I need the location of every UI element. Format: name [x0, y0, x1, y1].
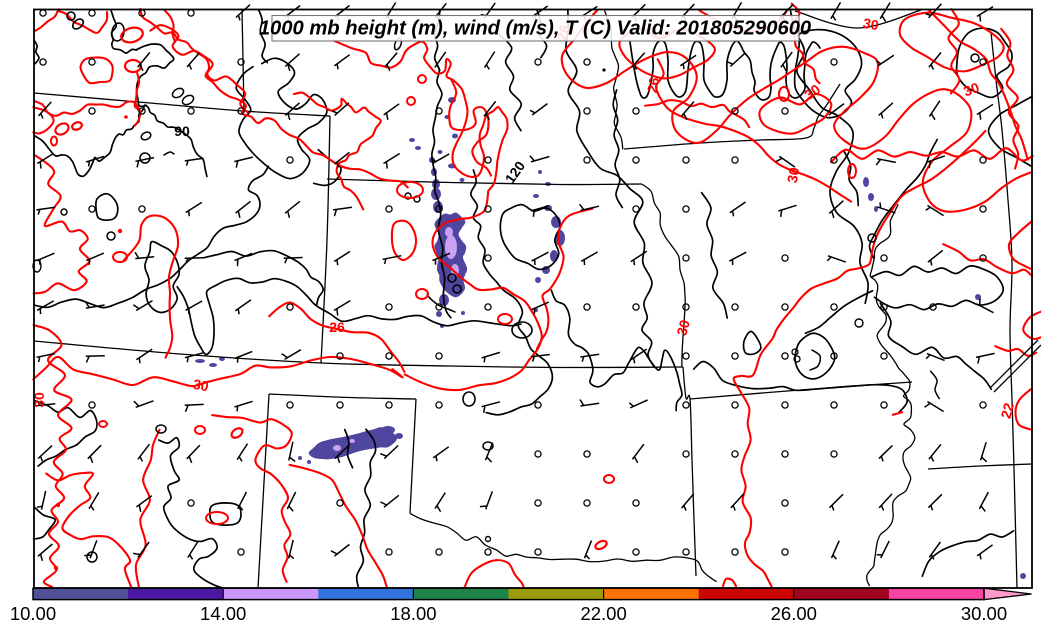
svg-text:22.00: 22.00	[580, 603, 626, 624]
svg-text:90: 90	[174, 123, 190, 139]
svg-text:26.00: 26.00	[771, 603, 817, 624]
svg-text:26: 26	[644, 76, 662, 94]
svg-text:10.00: 10.00	[10, 603, 56, 624]
svg-text:30: 30	[192, 376, 210, 394]
svg-text:18.00: 18.00	[390, 603, 436, 624]
svg-text:30: 30	[784, 166, 802, 184]
svg-text:1000 mb height (m), wind (m/s): 1000 mb height (m), wind (m/s), T (C) Va…	[259, 18, 812, 40]
svg-text:30: 30	[673, 318, 693, 337]
svg-text:22: 22	[997, 401, 1017, 420]
svg-text:14.00: 14.00	[200, 603, 246, 624]
svg-text:30: 30	[961, 79, 981, 99]
svg-text:30.00: 30.00	[961, 603, 1007, 624]
svg-text:26: 26	[329, 319, 345, 335]
svg-text:30: 30	[862, 15, 880, 33]
svg-text:30: 30	[31, 392, 47, 408]
